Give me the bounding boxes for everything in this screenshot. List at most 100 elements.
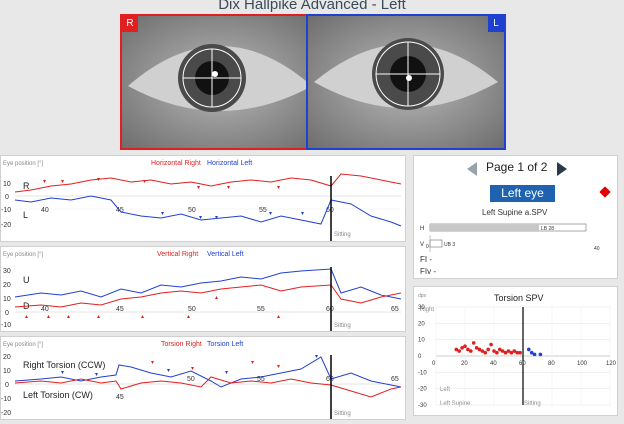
xtick: 55 [257, 306, 265, 313]
x-tick-label: 60 [519, 361, 526, 367]
left-eye-image: L [306, 14, 506, 150]
scatter-point [460, 346, 464, 350]
sitting-marker: Sitting [334, 323, 351, 329]
plot-ylabel: Eye position [°] [3, 342, 43, 348]
scatter-point [471, 341, 476, 345]
y-tick-label: 0 [418, 354, 422, 360]
y-unit: dps [418, 293, 427, 299]
right-markers [151, 361, 280, 370]
ytick: 10 [3, 368, 11, 375]
right-markers [25, 296, 280, 318]
vertical-plot: Eye position [°] Vertical Right Vertical… [0, 246, 406, 332]
chart-title: Torsion SPV [494, 293, 544, 303]
scatter-point [527, 347, 531, 352]
vertical-plot-svg: Eye position [°] Vertical Right Vertical… [1, 251, 402, 331]
page-title: Dix Hallpike Advanced - Left [218, 0, 406, 13]
plot-ylabel: Eye position [°] [3, 252, 43, 258]
scatter-point [503, 350, 508, 355]
x-tick-label: 100 [577, 361, 588, 367]
scatter-point [495, 350, 499, 355]
scatter-point [509, 350, 514, 355]
xtick: 60 [326, 207, 334, 214]
y-tick-label: 30 [418, 305, 425, 311]
ytick: 0 [5, 310, 9, 317]
torsion-spv-svg: Torsion SPV dps Right Left Left Supine S… [418, 293, 617, 409]
ytick: -20 [1, 410, 11, 417]
y-tick-label: -20 [418, 387, 427, 393]
y-tick-label: -30 [418, 403, 427, 409]
plot-ylabel: Eye position [°] [3, 161, 43, 167]
scatter-point [486, 347, 490, 352]
y-tick-label: 20 [418, 321, 425, 327]
legend-left: Horizontal Left [207, 160, 252, 167]
horizontal-plot-svg: Eye position [°] Horizontal Right Horizo… [1, 160, 402, 241]
bar-axis-max: 40 [594, 246, 600, 252]
sitting-marker: Sitting [334, 411, 351, 417]
legend-right: Torsion Right [161, 341, 202, 348]
scatter-point [466, 347, 470, 352]
xtick: 50 [187, 376, 195, 383]
scatter-point [529, 350, 534, 355]
scatter-point [483, 350, 488, 355]
spv-summary-panel: Page 1 of 2 Left eye Left Supine a.SPV H… [413, 155, 618, 279]
lower-left-label: Left [440, 387, 450, 393]
ytick: -10 [1, 207, 11, 214]
prev-page-icon[interactable] [466, 162, 478, 176]
spv-bars: H LB 28 V UB 3 0 40 FI - FIv - [420, 223, 600, 276]
bar-value-h: LB 28 [541, 226, 554, 232]
scatter-point [538, 352, 543, 357]
scatter-point [498, 347, 502, 352]
xtick: 55 [257, 376, 265, 383]
lower-supine-label: Left Supine [440, 401, 471, 407]
xtick: 45 [116, 394, 124, 401]
upper-label: U [23, 275, 30, 285]
ytick: 20 [3, 354, 11, 361]
page-indicator: Page 1 of 2 [486, 160, 548, 174]
torsion-plot-svg: Eye position [°] Torsion Right Torsion L… [1, 341, 402, 419]
scatter-point [518, 350, 522, 355]
fi-label: FI - [420, 255, 432, 264]
xtick: 45 [116, 306, 124, 313]
scatter-point [500, 349, 505, 353]
legend-left: Torsion Left [207, 341, 243, 348]
left-markers [161, 212, 304, 219]
eye-select-button[interactable]: Left eye [490, 185, 555, 202]
legend-right: Horizontal Right [151, 160, 201, 167]
y-tick-label: 10 [418, 338, 425, 344]
ytick: -10 [1, 322, 11, 329]
left-eye-tag: L [488, 16, 504, 32]
xtick: 55 [259, 207, 267, 214]
xtick: 65 [391, 376, 399, 383]
upper-region-label: Right [420, 307, 434, 313]
xtick: 65 [391, 306, 399, 313]
scatter-point [474, 346, 479, 350]
ytick: 10 [3, 181, 11, 188]
scatter-point [457, 349, 461, 353]
fiv-label: FIv - [420, 267, 436, 276]
ytick: -10 [1, 396, 11, 403]
spv-bar-title: Left Supine a.SPV [482, 208, 548, 217]
scatter-point [506, 349, 511, 353]
next-page-icon[interactable] [556, 162, 568, 176]
legend-left: Vertical Left [207, 251, 244, 258]
xtick: 60 [326, 306, 334, 313]
bar-axis-min: 0 [426, 244, 429, 250]
left-markers [61, 355, 318, 376]
left-eye-graphic [308, 16, 504, 148]
torsion-plot: Eye position [°] Torsion Right Torsion L… [0, 336, 406, 420]
upper-label: R [23, 181, 30, 191]
scatter-point [477, 347, 482, 352]
x-tick-label: 40 [490, 361, 497, 367]
x-tick-label: 0 [432, 361, 436, 367]
ytick: 0 [5, 194, 9, 201]
scatter-point [469, 349, 473, 353]
right-eye-graphic [122, 16, 318, 148]
scatter-point [463, 344, 467, 348]
bar-label-v: V [420, 242, 424, 248]
ytick: -20 [1, 222, 11, 229]
xtick: 40 [41, 306, 49, 313]
red-status-diamond-icon [599, 186, 611, 198]
upper-label: Right Torsion (CCW) [23, 360, 105, 370]
bar-label-h: H [420, 226, 424, 232]
scatter-point [492, 349, 496, 353]
